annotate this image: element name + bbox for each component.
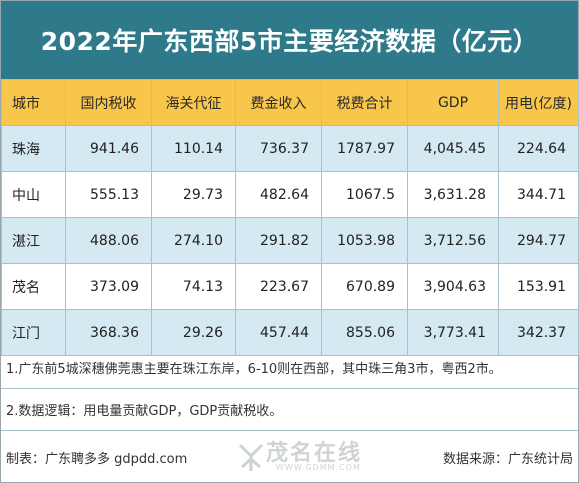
- header-domestic-tax: 国内税收: [65, 79, 152, 126]
- cell-total-tax-fee: 1787.97: [321, 125, 408, 172]
- cell-customs-tax: 274.10: [151, 217, 236, 264]
- watermark-text: 茂名在线: [266, 441, 363, 466]
- watermark-url: WWW.GDMM.COM: [276, 463, 361, 472]
- cell-city: 中山: [1, 171, 66, 218]
- cell-domestic-tax: 555.13: [65, 171, 152, 218]
- watermark: 茂名在线 WWW.GDMM.COM: [236, 433, 406, 479]
- cell-fee-income: 736.37: [235, 125, 322, 172]
- cell-total-tax-fee: 670.89: [321, 263, 408, 310]
- cell-city: 珠海: [1, 125, 66, 172]
- cell-customs-tax: 74.13: [151, 263, 236, 310]
- footer: 制表：广东聘多多 gdpdd.com 茂名在线 WWW.GDMM.COM 数据来…: [1, 431, 578, 483]
- cell-electricity: 342.37: [498, 309, 579, 356]
- cell-electricity: 224.64: [498, 125, 579, 172]
- cell-domestic-tax: 941.46: [65, 125, 152, 172]
- cell-fee-income: 291.82: [235, 217, 322, 264]
- cell-customs-tax: 29.26: [151, 309, 236, 356]
- cell-gdp: 3,631.28: [407, 171, 499, 218]
- note-data-logic: 2.数据逻辑：用电量贡献GDP，GDP贡献税收。: [1, 389, 578, 431]
- maker-credit: 制表：广东聘多多 gdpdd.com: [6, 451, 188, 467]
- cell-domestic-tax: 373.09: [65, 263, 152, 310]
- cell-customs-tax: 29.73: [151, 171, 236, 218]
- header-customs-tax: 海关代征: [151, 79, 236, 126]
- table-header-row: 城市 国内税收 海关代征 费金收入 税费合计 GDP 用电(亿度): [1, 79, 579, 126]
- economic-data-table: 城市 国内税收 海关代征 费金收入 税费合计 GDP 用电(亿度) 珠海 941…: [1, 79, 579, 356]
- table-row: 茂名 373.09 74.13 223.67 670.89 3,904.63 1…: [1, 263, 579, 310]
- table-row: 江门 368.36 29.26 457.44 855.06 3,773.41 3…: [1, 309, 579, 356]
- cell-electricity: 294.77: [498, 217, 579, 264]
- cell-gdp: 4,045.45: [407, 125, 499, 172]
- header-gdp: GDP: [407, 79, 499, 126]
- title-bar: 2022年广东西部5市主要经济数据（亿元）: [1, 1, 578, 79]
- cell-gdp: 3,712.56: [407, 217, 499, 264]
- cell-city: 湛江: [1, 217, 66, 264]
- page-title: 2022年广东西部5市主要经济数据（亿元）: [40, 27, 539, 56]
- cell-total-tax-fee: 855.06: [321, 309, 408, 356]
- header-electricity: 用电(亿度): [498, 79, 579, 126]
- data-source: 数据来源：广东统计局: [442, 451, 573, 467]
- cell-fee-income: 223.67: [235, 263, 322, 310]
- cell-customs-tax: 110.14: [151, 125, 236, 172]
- cell-domestic-tax: 488.06: [65, 217, 152, 264]
- note-city-ranking: 1.广东前5城深穗佛莞惠主要在珠江东岸，6-10则在西部，其中珠三角3市，粤西2…: [1, 347, 578, 389]
- watermark-logo-icon: [238, 443, 264, 471]
- notes-section: 1.广东前5城深穗佛莞惠主要在珠江东岸，6-10则在西部，其中珠三角3市，粤西2…: [1, 347, 578, 483]
- cell-total-tax-fee: 1053.98: [321, 217, 408, 264]
- cell-electricity: 153.91: [498, 263, 579, 310]
- header-fee-income: 费金收入: [235, 79, 322, 126]
- table-row: 珠海 941.46 110.14 736.37 1787.97 4,045.45…: [1, 125, 579, 172]
- cell-gdp: 3,773.41: [407, 309, 499, 356]
- cell-total-tax-fee: 1067.5: [321, 171, 408, 218]
- header-total-tax-fee: 税费合计: [321, 79, 408, 126]
- cell-city: 江门: [1, 309, 66, 356]
- table-row: 湛江 488.06 274.10 291.82 1053.98 3,712.56…: [1, 217, 579, 264]
- header-city: 城市: [1, 79, 66, 126]
- cell-fee-income: 482.64: [235, 171, 322, 218]
- cell-gdp: 3,904.63: [407, 263, 499, 310]
- cell-electricity: 344.71: [498, 171, 579, 218]
- cell-city: 茂名: [1, 263, 66, 310]
- table-row: 中山 555.13 29.73 482.64 1067.5 3,631.28 3…: [1, 171, 579, 218]
